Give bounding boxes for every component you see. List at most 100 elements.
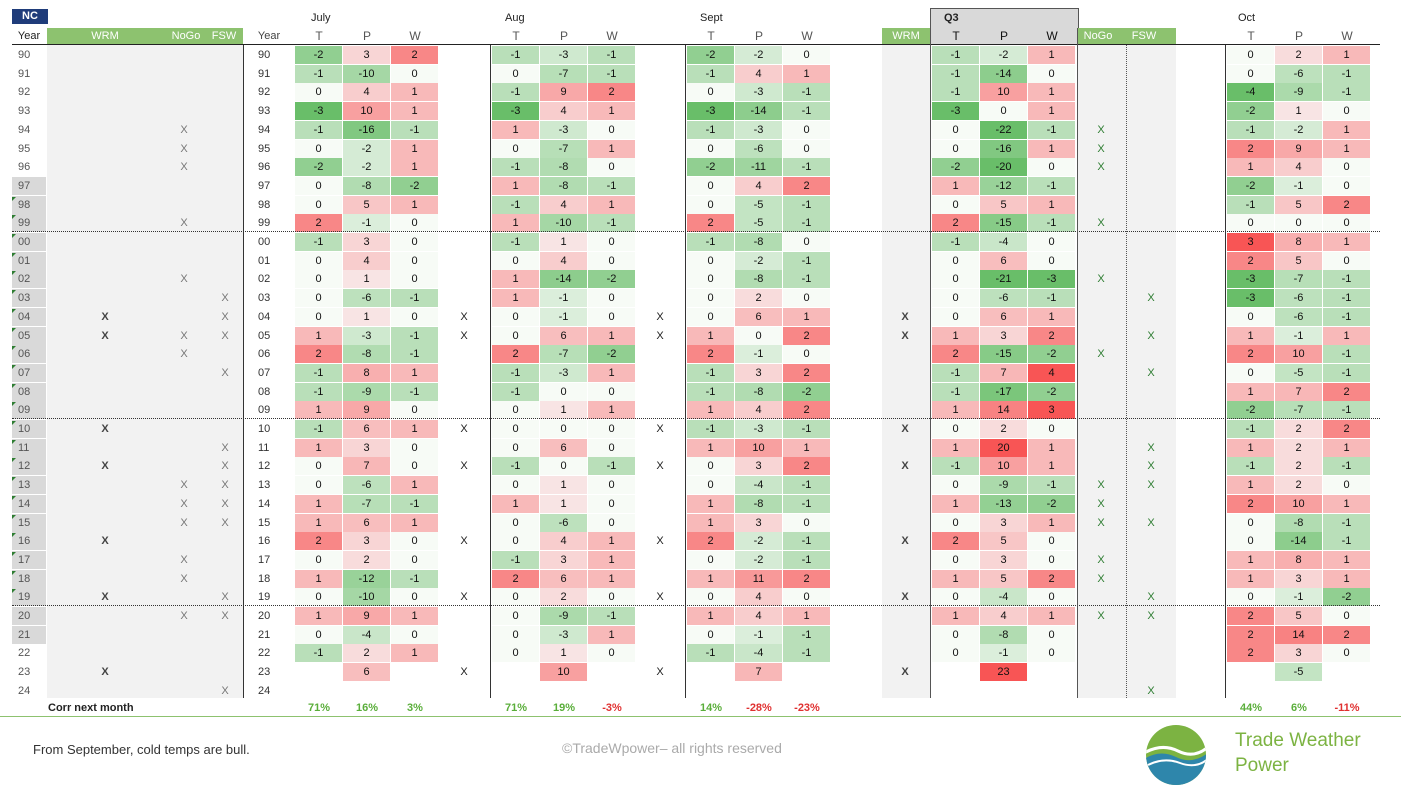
q3-cell: -1 xyxy=(932,457,979,476)
oct-cell: 2 xyxy=(1275,457,1322,476)
q3-cell: -22 xyxy=(980,120,1027,139)
aug-col-w-header: W xyxy=(606,29,618,43)
aug-cell: -1 xyxy=(588,457,635,476)
sept-cell: 2 xyxy=(783,457,830,476)
oct-cell: -8 xyxy=(1275,513,1322,532)
oct-cell: 1 xyxy=(1275,102,1322,121)
q3-cell: 0 xyxy=(1028,625,1075,644)
aug-cell: 1 xyxy=(588,326,635,345)
aug-cell: 0 xyxy=(492,139,539,158)
july-cell: 0 xyxy=(391,438,438,457)
wrm-flag: X xyxy=(101,460,109,473)
q3-cell: 0 xyxy=(932,476,979,495)
oct-cell: 2 xyxy=(1275,46,1322,64)
q3-wrm-flag: X xyxy=(901,535,909,548)
corr-jul-p: 16% xyxy=(355,702,379,714)
q3-col-p-header: P xyxy=(999,29,1008,43)
aug-cell: 1 xyxy=(540,401,587,420)
aug-cell xyxy=(540,682,587,700)
oct-cell: -1 xyxy=(1275,176,1322,195)
sept-cell: 1 xyxy=(687,438,734,457)
aug-cell: 1 xyxy=(588,625,635,644)
q3-cell: 0 xyxy=(1028,158,1075,177)
year-cell-2: 97 xyxy=(258,179,271,192)
aug-cell: 0 xyxy=(492,438,539,457)
q3-cell: 14 xyxy=(980,401,1027,420)
july-cell: 2 xyxy=(391,46,438,64)
aug-cell: 1 xyxy=(540,494,587,513)
sept-cell: -1 xyxy=(687,644,734,663)
oct-cell: 2 xyxy=(1275,476,1322,495)
sept-cell: -2 xyxy=(735,550,782,569)
q3-cell: 1 xyxy=(1028,513,1075,532)
row-marker xyxy=(12,421,16,425)
header-rule xyxy=(12,44,1380,45)
july-cell: 2 xyxy=(295,214,342,233)
oct-cell: 3 xyxy=(1275,569,1322,588)
fsw-header: FSW xyxy=(211,30,237,42)
oct-cell: 5 xyxy=(1275,607,1322,625)
nogo-flag: X xyxy=(180,348,188,361)
q3-flags-header-bar xyxy=(1078,28,1176,44)
q3-cell: 0 xyxy=(980,102,1027,121)
q3-cell: -2 xyxy=(980,46,1027,64)
sept-cell: -5 xyxy=(735,195,782,214)
q3-cell: -2 xyxy=(1028,494,1075,513)
q3-cell xyxy=(980,682,1027,700)
sept-cell: -1 xyxy=(783,420,830,438)
q3-cell xyxy=(932,663,979,681)
aug-cell: 0 xyxy=(492,532,539,551)
trade-weather-power-logo xyxy=(1146,725,1206,785)
q3-cell xyxy=(1028,682,1075,700)
sept-cell: 0 xyxy=(783,46,830,64)
aug-cell: 1 xyxy=(540,476,587,495)
july-cell: 1 xyxy=(391,139,438,158)
nogo-flag: X xyxy=(180,273,188,286)
oct-cell: 0 xyxy=(1227,513,1274,532)
aug-cell: 0 xyxy=(492,625,539,644)
oct-cell: -1 xyxy=(1227,420,1274,438)
sept-cell: -5 xyxy=(735,214,782,233)
oct-cell: 0 xyxy=(1227,214,1274,233)
sept-cell: -8 xyxy=(735,382,782,401)
sept-col-w-header: W xyxy=(801,29,813,43)
july-cell: -4 xyxy=(343,625,390,644)
fsw-flag: X xyxy=(221,460,229,473)
aug-wrm-flag: X xyxy=(656,423,664,435)
q3-cell: -2 xyxy=(1028,345,1075,364)
year-cell-2: 22 xyxy=(258,647,271,660)
sept-cell: -4 xyxy=(735,476,782,495)
q3-nogo-flag: X xyxy=(1097,217,1105,230)
q3-cell: -20 xyxy=(980,158,1027,177)
q3-wrm-panel xyxy=(882,45,930,698)
q3-cell: 1 xyxy=(1028,139,1075,158)
q3-fsw-flag: X xyxy=(1147,591,1155,604)
july-cell: 0 xyxy=(295,195,342,214)
oct-cell: -3 xyxy=(1227,270,1274,289)
oct-cell: -4 xyxy=(1227,83,1274,102)
sept-cell: -1 xyxy=(687,382,734,401)
wrm-flag: X xyxy=(101,535,109,548)
oct-cell: -2 xyxy=(1323,588,1370,607)
copyright: ©TradeWpower– all rights reserved xyxy=(562,740,782,756)
q3-cell: -3 xyxy=(1028,270,1075,289)
sept-cell: -3 xyxy=(735,120,782,139)
aug-cell: -1 xyxy=(492,83,539,102)
aug-cell: 0 xyxy=(588,420,635,438)
aug-cell: 0 xyxy=(492,513,539,532)
q3-cell: 0 xyxy=(932,644,979,663)
aug-cell: 1 xyxy=(492,494,539,513)
aug-cell: -7 xyxy=(540,64,587,83)
sept-cell: -3 xyxy=(735,420,782,438)
nogo-flag: X xyxy=(180,142,188,155)
fsw-flag: X xyxy=(221,497,229,510)
month-july-title: July xyxy=(311,12,331,24)
q3-cell: 0 xyxy=(932,550,979,569)
july-cell: -2 xyxy=(343,139,390,158)
oct-cell: 2 xyxy=(1227,139,1274,158)
july-wrm-flag: X xyxy=(460,460,468,473)
q3-cell: 0 xyxy=(1028,233,1075,251)
aug-cell: -7 xyxy=(540,139,587,158)
vrule-q3-right xyxy=(1077,28,1078,698)
sept-cell: -2 xyxy=(687,158,734,177)
